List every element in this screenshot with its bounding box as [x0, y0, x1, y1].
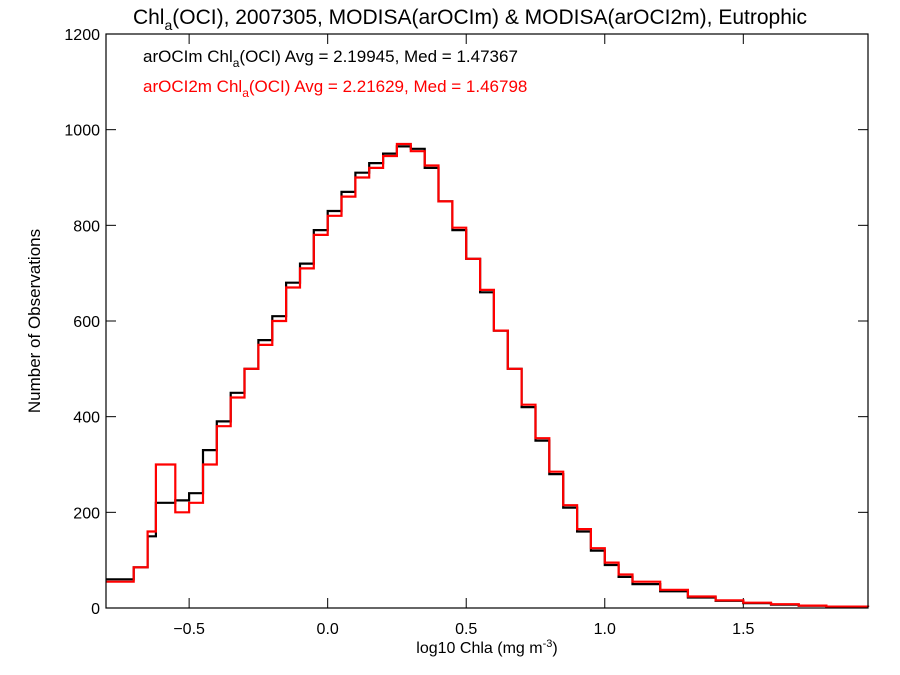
x-tick-label: 1.5	[732, 621, 754, 638]
y-tick-label: 400	[73, 410, 100, 427]
x-tick-label: 0.5	[455, 621, 477, 638]
x-tick-label: 1.0	[594, 621, 616, 638]
series-arocl2m-line	[106, 142, 870, 608]
y-axis: 0 200 400 600 800 1000 1200	[64, 27, 868, 618]
y-tick-label: 1200	[64, 27, 100, 44]
legend-entry-arocl2m: arOCI2m Chla(OCI) Avg = 2.21629, Med = 1…	[143, 77, 527, 100]
x-axis: −0.5 0.0 0.5 1.0 1.5	[173, 34, 755, 638]
legend-entry-aroclm: arOCIm Chla(OCI) Avg = 2.19945, Med = 1.…	[143, 47, 518, 70]
series-aroclm-line	[106, 145, 870, 608]
chart-title: Chla(OCI), 2007305, MODISA(arOCIm) & MOD…	[133, 6, 807, 33]
y-tick-label: 200	[73, 505, 100, 522]
x-axis-label: log10 Chla (mg m-3)	[416, 638, 557, 657]
y-tick-label: 600	[73, 314, 100, 331]
x-tick-label: 0.0	[317, 621, 339, 638]
series-layer	[106, 142, 870, 608]
y-axis-label: Number of Observations	[25, 229, 44, 413]
y-tick-label: 0	[91, 601, 100, 618]
y-tick-label: 1000	[64, 123, 100, 140]
x-tick-label: −0.5	[173, 621, 205, 638]
y-tick-label: 800	[73, 218, 100, 235]
legend: arOCIm Chla(OCI) Avg = 2.19945, Med = 1.…	[143, 47, 527, 100]
plot-frame	[105, 33, 869, 609]
